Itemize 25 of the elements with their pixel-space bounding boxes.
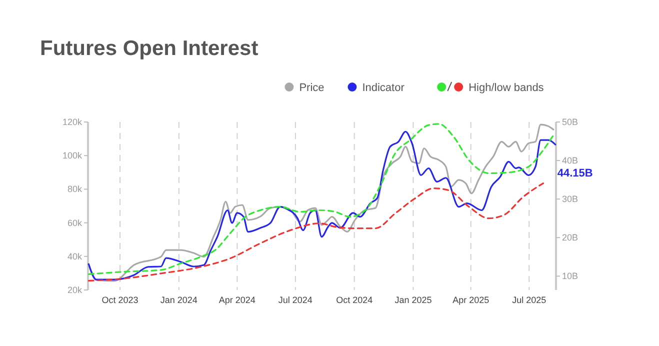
y2-tick-label: 20B	[562, 232, 578, 243]
y2-tick-label: 30B	[562, 194, 578, 204]
x-tick-label: Jan 2025	[394, 295, 432, 305]
legend-label: High/low bands	[468, 82, 544, 94]
x-tick-label: Jul 2025	[512, 295, 546, 305]
x-tick-label: Jan 2024	[160, 295, 198, 305]
y2-tick-label: 50B	[562, 117, 578, 127]
y-tick-label: 120k	[62, 117, 82, 127]
y-tick-label: 80k	[67, 184, 82, 194]
x-tick-label: Jul 2024	[278, 295, 312, 305]
x-tick-label: Oct 2023	[102, 295, 138, 305]
y2-tick-label: 40B	[562, 156, 578, 166]
x-tick-label: Oct 2024	[336, 295, 373, 305]
legend-label: Price	[299, 82, 324, 94]
legend-label: Indicator	[362, 82, 405, 94]
y-tick-label: 100k	[62, 150, 82, 161]
data-label: 44.15B	[557, 168, 593, 180]
x-tick-label: Apr 2025	[452, 295, 490, 305]
y2-tick-label: 10B	[562, 271, 578, 282]
y-tick-label: 60k	[67, 218, 82, 228]
y-tick-label: 20k	[67, 285, 82, 295]
y-tick-label: 40k	[67, 251, 82, 262]
chart-title: Futures Open Interest	[40, 37, 258, 60]
x-tick-label: Apr 2024	[218, 295, 256, 305]
line-series	[88, 182, 544, 282]
